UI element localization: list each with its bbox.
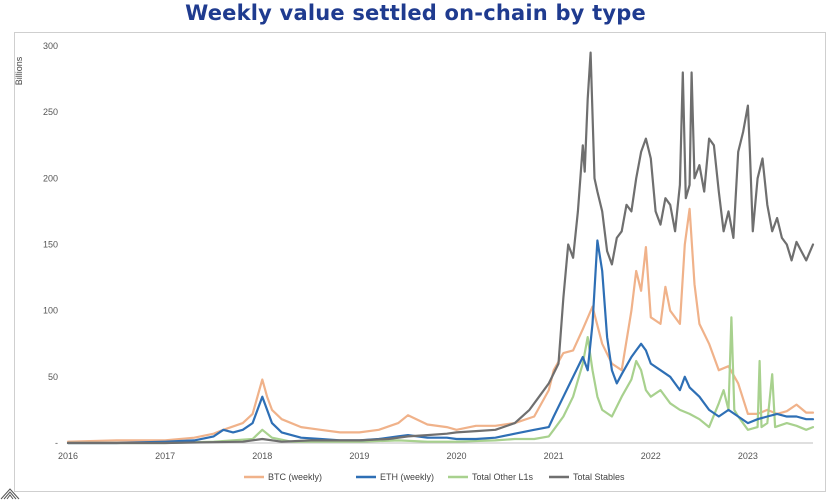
legend: BTC (weekly) ETH (weekly) Total Other L1s T… <box>244 472 625 482</box>
y-tick-label: 200 <box>43 173 58 183</box>
legend-label-total-stables: Total Stables <box>573 472 625 482</box>
legend-label-btc-weekly: BTC (weekly) <box>268 472 322 482</box>
series-line-btc-weekly <box>66 207 815 443</box>
y-tick-label: 50 <box>48 372 58 382</box>
y-tick-label: 100 <box>43 306 58 316</box>
y-tick-label: 300 <box>43 41 58 51</box>
x-tick-label: 2020 <box>447 451 467 461</box>
chart-title: Weekly value settled on-chain by type <box>185 1 646 25</box>
series-line-total-other-l1s <box>66 316 815 445</box>
x-tick-label: 2017 <box>155 451 175 461</box>
series-lines <box>66 51 815 445</box>
x-ticks: 2016 2017 2018 2019 2020 2021 2022 2023 <box>58 451 758 461</box>
x-tick-label: 2022 <box>641 451 661 461</box>
y-ticks: 300 250 200 150 100 50 - <box>43 41 58 448</box>
y-tick-label: 250 <box>43 107 58 117</box>
x-tick-label: 2019 <box>349 451 369 461</box>
logo-icon <box>0 488 20 500</box>
x-tick-label: 2016 <box>58 451 78 461</box>
series-line-total-stables <box>66 51 815 445</box>
x-tick-label: 2018 <box>252 451 272 461</box>
y-tick-label: - <box>55 438 58 448</box>
x-tick-label: 2021 <box>544 451 564 461</box>
legend-label-total-other-l1s: Total Other L1s <box>472 472 534 482</box>
x-tick-label: 2023 <box>738 451 758 461</box>
y-axis-label: Billions <box>14 56 24 85</box>
series-line-eth-weekly <box>66 239 815 445</box>
y-tick-label: 150 <box>43 240 58 250</box>
legend-label-eth-weekly: ETH (weekly) <box>380 472 434 482</box>
